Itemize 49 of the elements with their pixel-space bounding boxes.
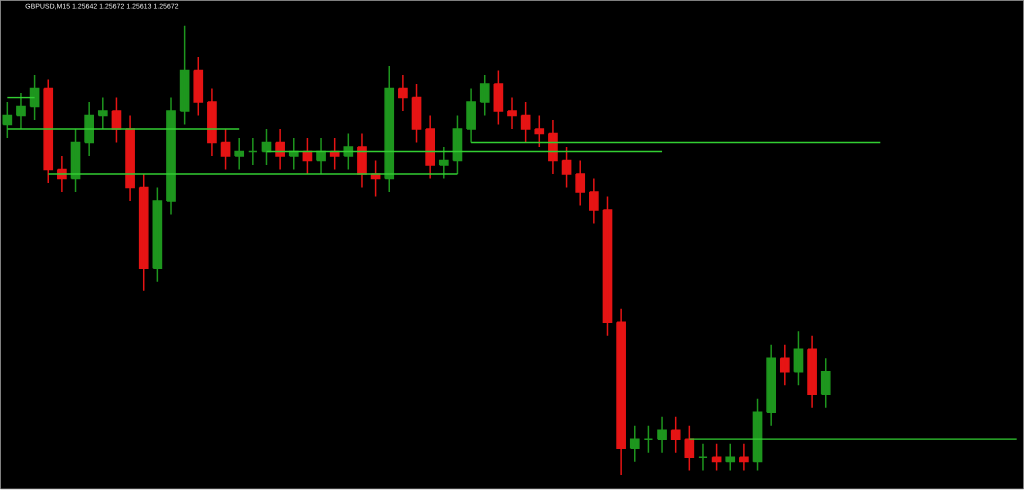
candlestick [329, 137, 340, 171]
candlestick [125, 114, 135, 202]
candlestick [84, 101, 94, 157]
candlestick [507, 96, 517, 130]
candlestick [711, 442, 722, 472]
candlestick [248, 137, 258, 166]
candlestick [520, 101, 531, 144]
candlestick [575, 159, 586, 207]
candlestick [534, 114, 545, 148]
candlestick [166, 96, 176, 216]
candlestick [493, 69, 504, 126]
candlestick [43, 78, 54, 184]
candlestick [288, 137, 299, 171]
candlestick [425, 114, 436, 180]
candlestick [97, 96, 108, 130]
candlestick [234, 137, 245, 171]
candlestick [207, 87, 217, 157]
candlestick [466, 87, 476, 144]
candlestick [220, 128, 231, 171]
candlestick [138, 173, 149, 292]
candlestick [179, 24, 190, 126]
candlestick [616, 308, 626, 476]
candlestick [779, 344, 790, 387]
candlestick [820, 357, 831, 409]
candlestick [438, 146, 449, 180]
candlestick [275, 128, 285, 171]
candlestick [807, 335, 817, 409]
candlestick [357, 132, 367, 189]
candlestick [316, 137, 326, 175]
candlestick [629, 424, 640, 463]
candlestick [343, 132, 354, 171]
candlestick [411, 83, 422, 144]
candlestick [589, 177, 599, 225]
candlestick [698, 442, 708, 472]
candlestick [384, 65, 395, 193]
candlestick [193, 56, 204, 117]
candlestick [684, 424, 695, 472]
candlestick [479, 74, 490, 117]
candlestick [398, 74, 408, 112]
candlestick [739, 442, 749, 472]
candlestick [670, 415, 681, 454]
candlestick [561, 146, 572, 189]
candlestick [725, 442, 736, 472]
candlestick [16, 92, 26, 130]
candlestick [548, 119, 558, 175]
candlestick [643, 424, 654, 454]
candlestick [766, 344, 777, 427]
candlestick [657, 415, 667, 454]
candlestick [2, 101, 13, 139]
